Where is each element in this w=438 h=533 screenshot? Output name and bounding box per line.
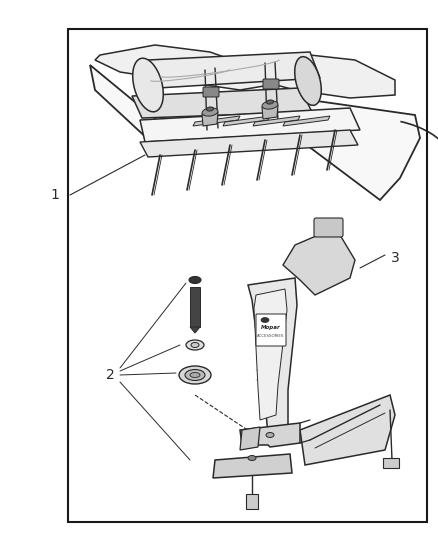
Ellipse shape bbox=[266, 432, 274, 438]
Polygon shape bbox=[254, 289, 287, 420]
Ellipse shape bbox=[207, 107, 213, 111]
Polygon shape bbox=[213, 454, 292, 478]
Bar bbox=[190, 287, 200, 327]
Polygon shape bbox=[190, 327, 200, 333]
Polygon shape bbox=[148, 52, 320, 88]
Text: 3: 3 bbox=[391, 251, 399, 265]
Ellipse shape bbox=[185, 369, 205, 381]
Polygon shape bbox=[300, 395, 395, 465]
Polygon shape bbox=[140, 108, 360, 142]
Polygon shape bbox=[283, 116, 330, 126]
Polygon shape bbox=[202, 112, 218, 126]
Polygon shape bbox=[250, 55, 395, 98]
Ellipse shape bbox=[186, 340, 204, 350]
Bar bbox=[68, 29, 427, 522]
Ellipse shape bbox=[295, 56, 321, 106]
Ellipse shape bbox=[191, 343, 199, 348]
Text: 2: 2 bbox=[106, 368, 114, 382]
Polygon shape bbox=[240, 427, 260, 450]
Polygon shape bbox=[262, 105, 278, 119]
Ellipse shape bbox=[262, 101, 278, 109]
Polygon shape bbox=[95, 45, 270, 90]
Text: 1: 1 bbox=[50, 188, 60, 202]
Text: ACCESSORIES: ACCESSORIES bbox=[257, 334, 285, 338]
Ellipse shape bbox=[266, 100, 273, 104]
Bar bbox=[383, 458, 399, 468]
Polygon shape bbox=[193, 116, 240, 126]
FancyBboxPatch shape bbox=[263, 79, 279, 89]
Text: Mopar: Mopar bbox=[261, 326, 281, 330]
Polygon shape bbox=[283, 230, 355, 295]
FancyBboxPatch shape bbox=[203, 87, 219, 97]
Polygon shape bbox=[248, 278, 297, 435]
Ellipse shape bbox=[202, 108, 218, 116]
Ellipse shape bbox=[133, 58, 163, 112]
Ellipse shape bbox=[179, 366, 211, 384]
Polygon shape bbox=[223, 116, 270, 126]
FancyBboxPatch shape bbox=[256, 314, 286, 346]
Polygon shape bbox=[275, 95, 420, 200]
Ellipse shape bbox=[248, 456, 256, 461]
Ellipse shape bbox=[189, 277, 201, 284]
Polygon shape bbox=[140, 130, 358, 157]
FancyBboxPatch shape bbox=[314, 218, 343, 237]
Ellipse shape bbox=[190, 373, 200, 377]
Polygon shape bbox=[253, 116, 300, 126]
Bar bbox=[246, 494, 258, 509]
Polygon shape bbox=[90, 65, 175, 155]
Ellipse shape bbox=[261, 318, 269, 322]
Polygon shape bbox=[132, 88, 312, 118]
Polygon shape bbox=[240, 423, 300, 447]
